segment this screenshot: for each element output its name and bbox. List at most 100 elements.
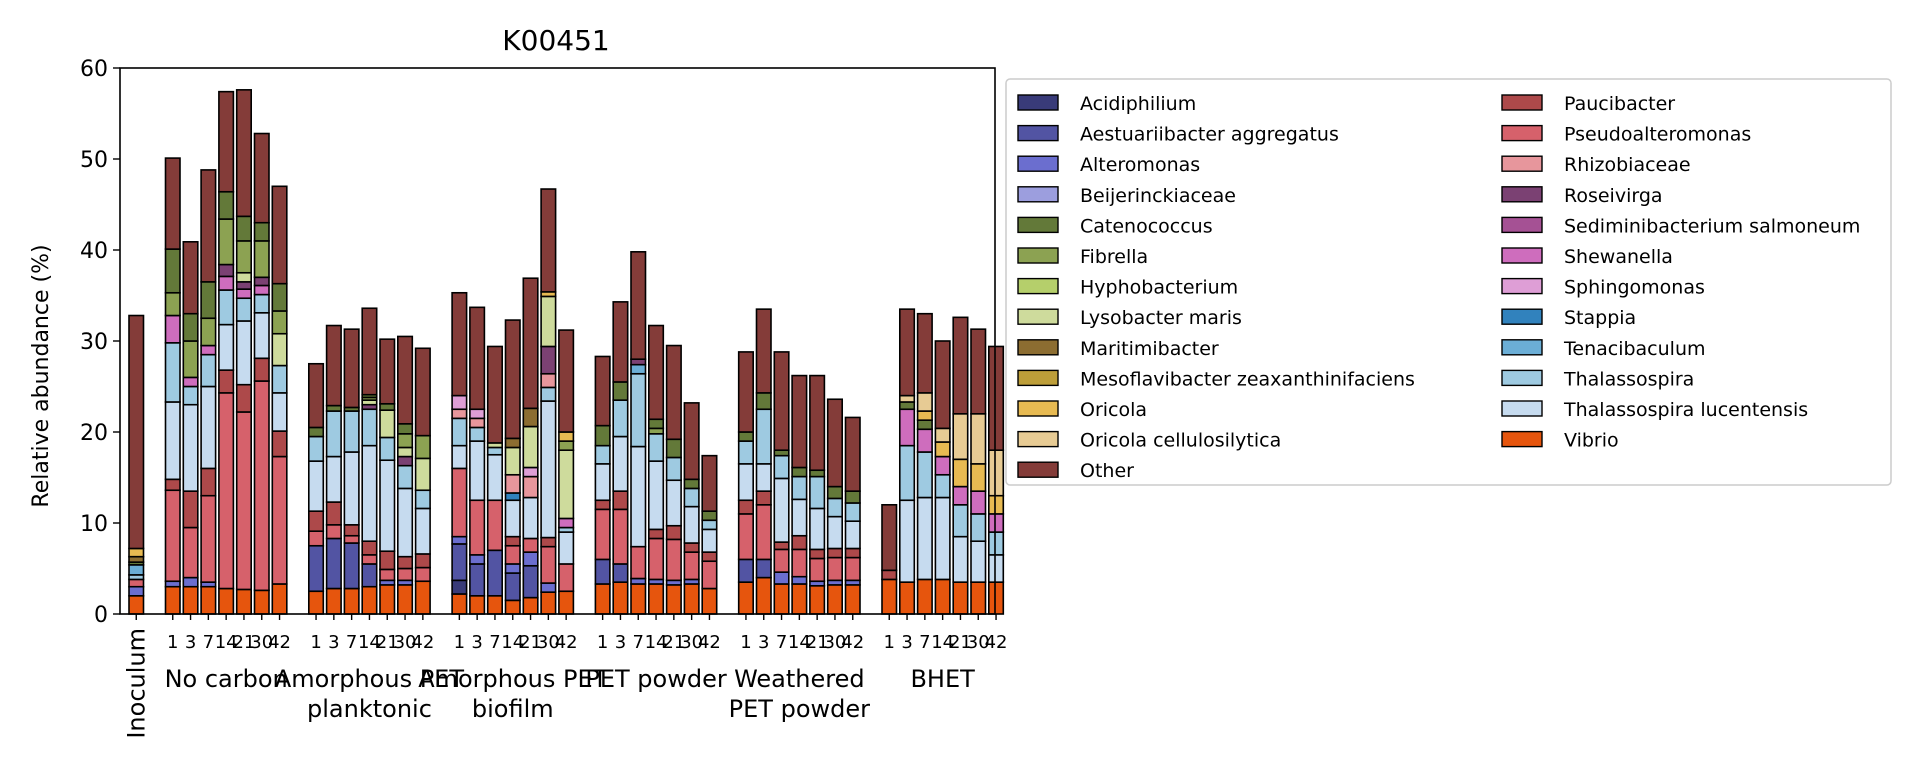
- bar-segment-catenococcus: [898, 401, 916, 411]
- bar-segment-thalassospira-lucentensis: [182, 403, 199, 492]
- bar-segment-catenococcus: [683, 478, 700, 490]
- bar-segment-other: [451, 291, 468, 397]
- bar-segment-other: [182, 241, 199, 315]
- bar-segment-vibrio: [665, 584, 682, 615]
- legend-box: [1005, 78, 1892, 486]
- bar-segment-lysobacter-maris: [235, 271, 252, 283]
- bar-segment-vibrio: [182, 585, 199, 615]
- x-tick-label: 30: [250, 632, 273, 653]
- bar-segment-pseudoalteromonas: [594, 508, 611, 561]
- legend-label: Paucibacter: [1564, 93, 1675, 115]
- bar-segment-vibrio: [486, 594, 504, 615]
- bar-segment-oricola-cellulosilytica: [970, 412, 987, 465]
- bar-segment-catenococcus: [916, 419, 933, 431]
- bar-segment-thalassospira: [809, 475, 826, 510]
- x-tick-label: 14: [931, 632, 954, 653]
- x-tick-label: 30: [537, 632, 560, 653]
- legend-swatch-roseivirga: [1501, 186, 1543, 203]
- bar-segment-pseudoalteromonas: [683, 551, 700, 581]
- bar-segment-thalassospira-lucentensis: [271, 392, 288, 432]
- bar-segment-thalassospira: [952, 503, 969, 538]
- bar-segment-shewanella: [182, 376, 199, 388]
- bar-segment-thalassospira-lucentensis: [916, 496, 933, 581]
- legend-label: Alteromonas: [1080, 154, 1200, 176]
- legend-swatch-paucibacter: [1501, 94, 1543, 111]
- bar-segment-pseudoalteromonas: [128, 578, 145, 588]
- bar-segment-pseudoalteromonas: [737, 513, 755, 561]
- legend-swatch-rhizobiaceae: [1501, 155, 1543, 172]
- bar-segment-alteromonas: [164, 580, 181, 588]
- bar-segment-sphingomonas: [469, 408, 486, 420]
- bar-segment-pseudoalteromonas: [701, 560, 718, 590]
- bar-segment-thalassospira-lucentensis: [451, 444, 468, 470]
- group-label-line: No carbon: [165, 665, 288, 693]
- bar-segment-paucibacter: [271, 430, 288, 458]
- bar-segment-catenococcus: [773, 449, 790, 457]
- bar-segment-pseudoalteromonas: [469, 499, 486, 556]
- bar-segment-alteromonas: [791, 575, 808, 585]
- bar-segment-pseudoalteromonas: [558, 563, 575, 593]
- y-tick-label: 40: [80, 239, 108, 264]
- bar-segment-pseudoalteromonas: [826, 556, 844, 582]
- bar-segment-thalassospira-lucentensis: [379, 459, 396, 553]
- bar-segment-thalassospira: [934, 473, 951, 499]
- bar-segment-thalassospira-lucentensis: [594, 463, 611, 502]
- bar-segment-other: [504, 319, 521, 440]
- group-label-line: PET powder: [585, 665, 726, 693]
- legend-label: Pseudoalteromonas: [1564, 124, 1751, 146]
- bar-segment-thalassospira: [594, 444, 611, 465]
- bar-segment-thalassospira: [343, 410, 360, 453]
- bar-segment-thalassospira-lucentensis: [737, 463, 755, 502]
- x-tick-label: 7: [203, 632, 214, 653]
- bar-segment-aestuariibacter-aggregatus: [594, 558, 611, 585]
- bar-segment-fibrella: [182, 340, 199, 379]
- bar-segment-catenococcus: [379, 402, 396, 411]
- bar-segment-aestuariibacter-aggregatus: [361, 563, 378, 588]
- bar-segment-thalassospira-lucentensis: [934, 496, 951, 581]
- bar-segment-thalassospira: [755, 408, 772, 465]
- bar-segment-pseudoalteromonas: [791, 548, 808, 578]
- bar-segment-other: [396, 335, 414, 425]
- bar-segment-fibrella: [164, 291, 181, 317]
- bar-segment-thalassospira: [612, 399, 629, 438]
- bar-segment-oricola: [558, 431, 575, 442]
- x-tick-label: 1: [454, 632, 465, 653]
- bar-segment-thalassospira: [164, 342, 181, 403]
- bar-segment-paucibacter: [647, 528, 665, 540]
- legend-label: Shewanella: [1564, 246, 1673, 268]
- legend-swatch-pseudoalteromonas: [1501, 124, 1543, 142]
- x-tick-label: 1: [310, 632, 321, 653]
- bar-segment-thalassospira-lucentensis: [218, 323, 235, 371]
- legend-label: Hyphobacterium: [1080, 277, 1238, 299]
- bar-segment-vibrio: [934, 578, 951, 615]
- bar-segment-other: [647, 324, 665, 421]
- bar-segment-pseudoalteromonas: [200, 494, 217, 583]
- bar-segment-thalassospira-lucentensis: [558, 531, 575, 565]
- bar-segment-shewanella: [987, 513, 1005, 533]
- bar-segment-thalassospira-lucentensis: [665, 479, 682, 527]
- bar-segment-roseivirga: [235, 281, 252, 290]
- bar-segment-pseudoalteromonas: [325, 524, 342, 540]
- bar-segment-catenococcus: [307, 426, 325, 438]
- bar-segment-catenococcus: [809, 469, 826, 478]
- bar-segment-pseudoalteromonas: [773, 548, 790, 573]
- bar-segment-vibrio: [826, 584, 844, 615]
- bar-segment-rhizobiaceae: [540, 372, 557, 389]
- bar-segment-vibrio: [540, 591, 557, 615]
- bar-segment-pseudoalteromonas: [844, 556, 861, 582]
- bar-segment-thalassospira: [701, 519, 718, 531]
- legend-label: Thalassospira: [1563, 368, 1694, 390]
- bar-segment-thalassospira-lucentensis: [647, 460, 665, 531]
- legend-swatch-tenacibaculum: [1501, 339, 1543, 356]
- bar-segment-pseudoalteromonas: [218, 392, 235, 590]
- bar-segment-thalassospira: [235, 297, 252, 322]
- legend-label: Maritimibacter: [1080, 338, 1219, 360]
- bar-segment-other: [558, 329, 575, 433]
- bar-segment-thalassospira-lucentensis: [755, 463, 772, 492]
- legend-label: Tenacibaculum: [1563, 338, 1706, 360]
- bar-segment-thalassospira: [182, 385, 199, 406]
- bar-segment-vibrio: [451, 593, 468, 615]
- bar-segment-paucibacter: [701, 551, 718, 563]
- x-tick-label: 21: [949, 632, 972, 653]
